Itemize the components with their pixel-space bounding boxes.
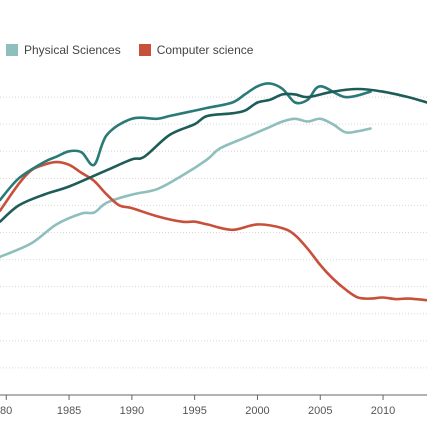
x-tick-label: 2000	[245, 405, 269, 417]
legend: Physical Sciences Computer science	[6, 43, 271, 57]
legend-label: Physical Sciences	[24, 43, 121, 57]
series-line-4	[0, 87, 427, 223]
legend-label: Computer science	[156, 43, 254, 57]
x-tick-label: 1990	[120, 405, 144, 417]
legend-swatch	[138, 44, 151, 56]
series-lines	[0, 82, 427, 302]
legend-swatch	[6, 44, 18, 56]
series-line-3	[0, 82, 372, 202]
series-line-computer-science	[0, 160, 427, 302]
series-line-physical-sciences	[0, 117, 372, 259]
legend-item-computer-science: Computer science	[138, 43, 254, 57]
x-tick-label: 2005	[308, 405, 332, 417]
x-tick-label: 1995	[182, 405, 206, 417]
x-tick-label: 1985	[57, 405, 81, 417]
x-tick-label: 2010	[371, 405, 395, 417]
gridlines	[0, 96, 427, 369]
legend-item-physical-sciences: Physical Sciences	[6, 43, 121, 57]
x-tick-label: 80	[0, 405, 12, 417]
x-axis-ticks: 80 1985 1990 1995 2000 2005 2010	[0, 395, 395, 417]
